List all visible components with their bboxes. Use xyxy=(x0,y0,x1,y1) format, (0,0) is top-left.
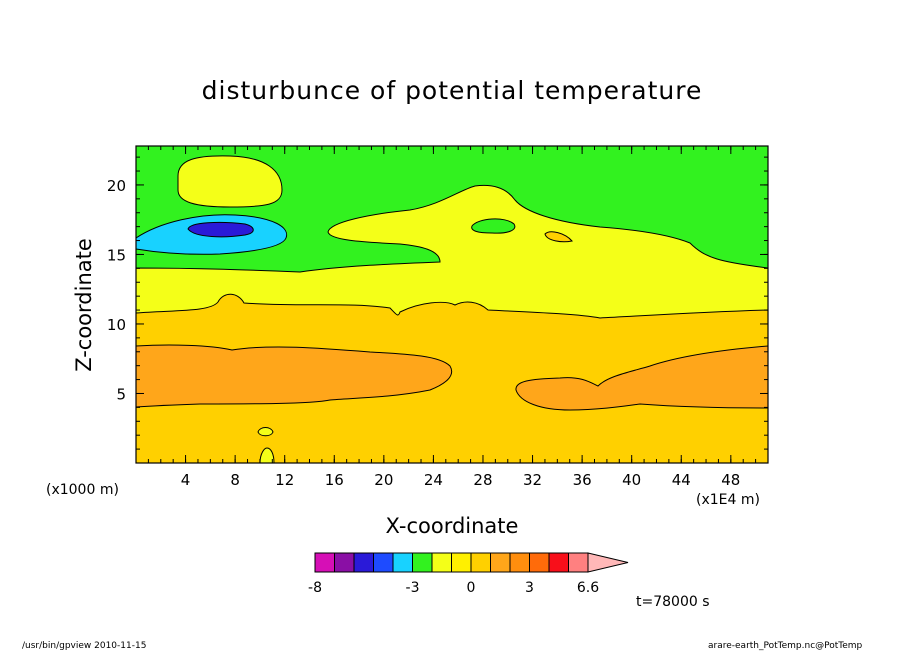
x-tick-label: 12 xyxy=(275,471,294,489)
colorbar-cell xyxy=(412,552,433,573)
colorbar-tick-label: -3 xyxy=(406,580,420,596)
colorbar-cell xyxy=(334,552,355,573)
colorbar-extension-arrow xyxy=(587,552,629,573)
colorbar-cell xyxy=(509,552,530,573)
x-axis-label: X-coordinate xyxy=(385,514,519,538)
colorbar-cell xyxy=(314,552,335,573)
y-tick-label: 15 xyxy=(107,246,126,264)
colorbar-cell xyxy=(353,552,374,573)
colorbar-tick-label: 0 xyxy=(467,580,476,596)
footer-data-source: arare-earth_PotTemp.nc@PotTemp xyxy=(708,641,863,651)
fill-small-warm-patch xyxy=(544,231,573,243)
fill-cold-core xyxy=(187,221,254,238)
x-tick-label: 4 xyxy=(181,471,191,489)
fill-warm-band-east xyxy=(515,345,768,411)
fill-green-patch xyxy=(471,218,516,234)
colorbar-cell xyxy=(470,552,491,573)
plot-frame xyxy=(135,145,769,464)
colorbar-cell xyxy=(373,552,394,573)
colorbar-cell xyxy=(431,552,452,573)
contour-fills xyxy=(136,146,768,463)
colorbar-cell xyxy=(392,552,413,573)
colorbar: -8 -3 0 3 6.6 xyxy=(308,552,629,596)
colorbar-cell xyxy=(451,552,472,573)
y-tick-label: 20 xyxy=(107,177,126,195)
x-tick-label: 36 xyxy=(573,471,592,489)
colorbar-tick-label: 6.6 xyxy=(577,580,599,596)
colorbar-cell xyxy=(529,552,550,573)
fill-small-bubble-lower xyxy=(259,447,275,463)
fill-small-bubble-upper xyxy=(257,427,274,437)
x-axis-unit: (x1E4 m) xyxy=(696,492,760,508)
x-tick-label: 40 xyxy=(622,471,641,489)
y-axis-ticks: 5 10 15 20 xyxy=(107,177,768,403)
y-tick-label: 5 xyxy=(116,385,126,403)
colorbar-cell xyxy=(548,552,569,573)
colorbar-cell xyxy=(490,552,511,573)
x-tick-label: 24 xyxy=(424,471,443,489)
y-axis-unit: (x1000 m) xyxy=(46,482,119,498)
x-tick-label: 20 xyxy=(374,471,393,489)
fill-warm-bubble xyxy=(177,155,283,208)
time-label: t=78000 s xyxy=(636,594,710,610)
x-tick-label: 48 xyxy=(721,471,740,489)
x-tick-label: 8 xyxy=(230,471,240,489)
fill-lower-layer xyxy=(136,293,768,463)
x-tick-label: 28 xyxy=(473,471,492,489)
y-axis-label: Z-coordinate xyxy=(72,238,96,372)
footer-program-date: /usr/bin/gpview 2010-11-15 xyxy=(22,641,147,651)
x-tick-label: 16 xyxy=(325,471,344,489)
y-tick-label: 10 xyxy=(107,316,126,334)
colorbar-tick-label: 3 xyxy=(525,580,534,596)
chart-title: disturbunce of potential temperature xyxy=(201,76,703,105)
colorbar-tick-label: -8 xyxy=(308,580,322,596)
x-tick-label: 44 xyxy=(672,471,691,489)
x-axis-ticks: 4 8 12 16 20 24 28 32 36 40 44 48 xyxy=(181,146,740,489)
colorbar-cell xyxy=(568,552,589,573)
x-tick-label: 32 xyxy=(523,471,542,489)
fill-warm-band-west xyxy=(136,344,453,408)
